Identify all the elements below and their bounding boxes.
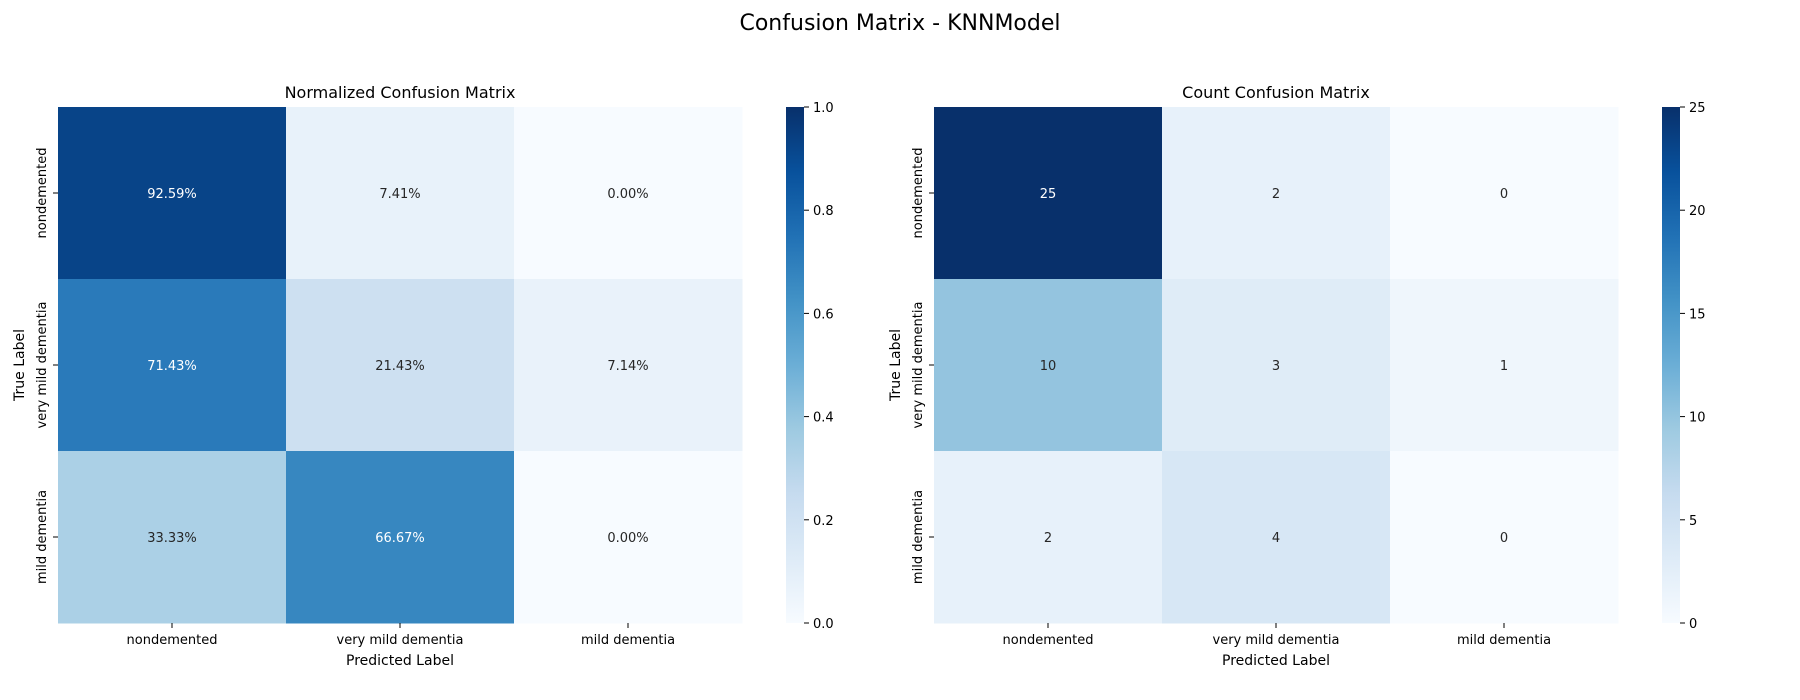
panel-0-cell-2-2 — [514, 451, 743, 624]
panel-1-ytick-label-2: mild dementia — [911, 490, 926, 584]
panel-1-ytick-label-1: very mild dementia — [911, 302, 926, 429]
heatmap-panel-0: Normalized Confusion Matrix 92.59% 7.41% 0.… — [12, 83, 834, 669]
panel-0-colorbar-tick-label-2: 0.4 — [813, 411, 834, 426]
panel-0-colorbar-tick-label-3: 0.6 — [813, 307, 834, 322]
panel-0-cell-label-1-0: 71.43% — [147, 359, 197, 374]
panel-0-cell-2-1 — [286, 451, 515, 624]
panel-1-xtick-label-1: very mild dementia — [1213, 633, 1340, 648]
panel-0-cell-1-0 — [58, 279, 287, 452]
panel-1-cell-label-0-1: 2 — [1272, 187, 1280, 202]
figure-title: Confusion Matrix - KNNModel — [739, 11, 1060, 36]
panel-0-cell-1-1 — [286, 279, 515, 452]
panel-0-colorbar-tick-label-0: 0.0 — [813, 617, 834, 632]
panel-1-cell-1-0 — [934, 279, 1163, 452]
panel-1-colorbar — [1662, 107, 1680, 623]
panel-1-xtick-label-2: mild dementia — [1457, 633, 1551, 648]
panel-1-ylabel: True Label — [888, 329, 904, 402]
panel-0-cell-label-1-2: 7.14% — [607, 359, 648, 374]
panel-1-cell-label-2-1: 4 — [1272, 531, 1280, 546]
panel-0-colorbar — [786, 107, 804, 623]
panel-1-cell-0-1 — [1162, 107, 1391, 280]
panel-0-title: Normalized Confusion Matrix — [285, 83, 516, 102]
panel-1-colorbar-tick-label-1: 5 — [1689, 514, 1697, 529]
panel-1-colorbar-tick-label-3: 15 — [1689, 307, 1706, 322]
panel-0-cell-0-0 — [58, 107, 287, 280]
panel-0-cell-label-0-1: 7.41% — [379, 187, 420, 202]
panel-0-xlabel: Predicted Label — [346, 653, 454, 669]
panel-1-colorbar-tick-label-0: 0 — [1689, 617, 1697, 632]
panel-0-cell-label-0-2: 0.00% — [607, 187, 648, 202]
panel-1-cell-2-1 — [1162, 451, 1391, 624]
panel-0-cell-1-2 — [514, 279, 743, 452]
panel-0-xtick-label-0: nondemented — [127, 633, 218, 648]
panel-1-cell-label-0-2: 0 — [1500, 187, 1508, 202]
panel-1-cell-label-0-0: 25 — [1040, 187, 1057, 202]
panel-1-cell-label-1-2: 1 — [1500, 359, 1508, 374]
panel-0-colorbar-tick-label-5: 1.0 — [813, 101, 834, 116]
panel-0-xtick-label-1: very mild dementia — [337, 633, 464, 648]
panel-1-xtick-label-0: nondemented — [1003, 633, 1094, 648]
panel-0-ylabel: True Label — [12, 329, 28, 402]
panel-1-ytick-label-0: nondemented — [911, 148, 926, 239]
panel-0-cell-0-1 — [286, 107, 515, 280]
panel-1-colorbar-tick-label-5: 25 — [1689, 101, 1706, 116]
panel-1-cell-2-0 — [934, 451, 1163, 624]
panel-1-cell-2-2 — [1390, 451, 1619, 624]
panel-1-colorbar-tick-label-2: 10 — [1689, 411, 1706, 426]
panel-1-cell-label-1-0: 10 — [1040, 359, 1057, 374]
panel-1-title: Count Confusion Matrix — [1182, 83, 1370, 102]
panel-1-cell-0-0 — [934, 107, 1163, 280]
panel-1-cell-label-2-2: 0 — [1500, 531, 1508, 546]
panel-1-cell-1-2 — [1390, 279, 1619, 452]
panel-0-ytick-label-0: nondemented — [35, 148, 50, 239]
panel-1-cell-1-1 — [1162, 279, 1391, 452]
panel-1-cell-0-2 — [1390, 107, 1619, 280]
panel-0-colorbar-tick-label-1: 0.2 — [813, 514, 834, 529]
panel-0-cell-label-2-0: 33.33% — [147, 531, 197, 546]
panel-0-ytick-label-1: very mild dementia — [35, 302, 50, 429]
panel-0-cell-0-2 — [514, 107, 743, 280]
panel-0-cell-label-1-1: 21.43% — [375, 359, 425, 374]
panel-0-xtick-label-2: mild dementia — [581, 633, 675, 648]
panel-1-cell-label-1-1: 3 — [1272, 359, 1280, 374]
panel-0-colorbar-tick-label-4: 0.8 — [813, 204, 834, 219]
panel-0-cell-label-2-2: 0.00% — [607, 531, 648, 546]
panel-0-cell-label-2-1: 66.67% — [375, 531, 425, 546]
panel-1-cell-label-2-0: 2 — [1044, 531, 1052, 546]
panel-1-xlabel: Predicted Label — [1222, 653, 1330, 669]
panel-0-cell-2-0 — [58, 451, 287, 624]
panel-0-cell-label-0-0: 92.59% — [147, 187, 197, 202]
panel-0-ytick-label-2: mild dementia — [35, 490, 50, 584]
panel-1-colorbar-tick-label-4: 20 — [1689, 204, 1706, 219]
